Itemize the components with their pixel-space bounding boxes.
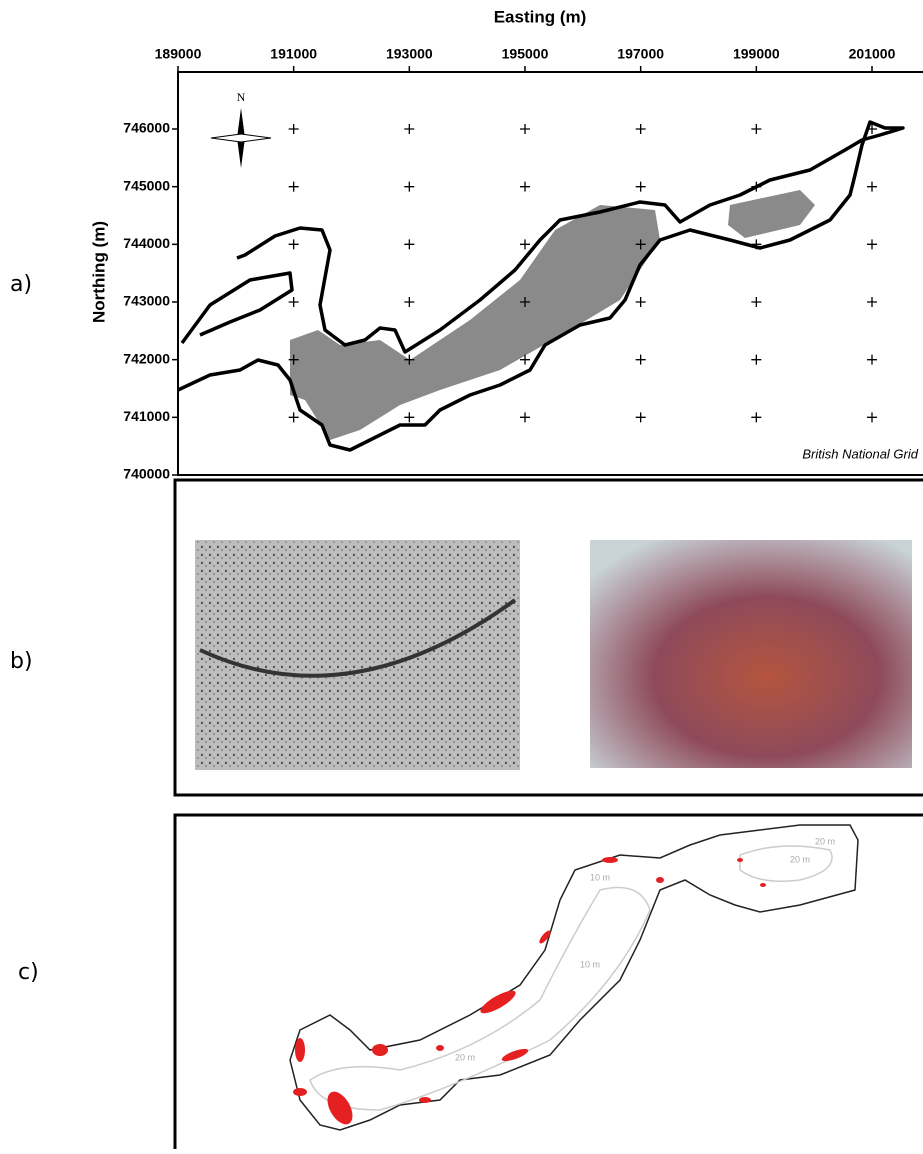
loch-outline: [290, 825, 858, 1130]
panel-label: a): [10, 272, 32, 297]
survey-area: [728, 190, 815, 238]
grid-cross: [636, 412, 646, 422]
grid-cross: [404, 412, 414, 422]
contour: [310, 888, 650, 1111]
x-tick-label: 201000: [849, 46, 896, 62]
y-tick-label: 745000: [123, 177, 170, 193]
contour-label: 20 m: [455, 1052, 475, 1062]
contour-label: 10 m: [580, 959, 600, 969]
grid-cross: [636, 355, 646, 365]
y-tick-label: 743000: [123, 293, 170, 309]
panel-label: c): [18, 960, 39, 985]
grid-cross: [404, 239, 414, 249]
grid-cross: [751, 355, 761, 365]
grid-cross: [289, 297, 299, 307]
grid-cross: [751, 124, 761, 134]
grid-cross: [520, 182, 530, 192]
grid-cross: [404, 182, 414, 192]
contour-label: 20 m: [815, 836, 835, 846]
contour-label: 20 m: [790, 854, 810, 864]
grid-cross: [520, 239, 530, 249]
survey-area: [290, 205, 660, 440]
y-tick-label: 742000: [123, 350, 170, 366]
grid-cross: [751, 297, 761, 307]
grid-cross: [636, 297, 646, 307]
seabed-photo: [590, 540, 912, 768]
grid-cross: [751, 412, 761, 422]
x-tick-label: 195000: [502, 46, 549, 62]
x-tick-label: 199000: [733, 46, 780, 62]
x-tick-label: 193000: [386, 46, 433, 62]
grid-cross: [289, 239, 299, 249]
grid-cross: [289, 412, 299, 422]
x-tick-label: 191000: [270, 46, 317, 62]
grid-cross: [636, 182, 646, 192]
grid-cross: [867, 355, 877, 365]
x-tick-label: 189000: [155, 46, 202, 62]
grid-cross: [520, 124, 530, 134]
shoreline: [182, 273, 292, 343]
x-axis-title: Easting (m): [494, 7, 587, 26]
grid-cross: [867, 182, 877, 192]
y-tick-label: 744000: [123, 235, 170, 251]
north-label: N: [237, 90, 246, 104]
panel-label: b): [10, 649, 33, 674]
y-tick-label: 741000: [123, 408, 170, 424]
map-panel: 10 m 20 m 10 m 20 m 20 m: [175, 815, 923, 1149]
contour: [740, 846, 832, 881]
north-arrow: N: [211, 90, 271, 168]
grid-cross: [867, 297, 877, 307]
grid-cross: [289, 124, 299, 134]
grid-cross: [520, 412, 530, 422]
grid-cross: [636, 124, 646, 134]
y-tick-label: 746000: [123, 120, 170, 136]
map-panel: Easting (m) Northing (m) N British Natio…: [89, 7, 923, 481]
grid-cross: [867, 412, 877, 422]
y-axis-title: Northing (m): [89, 221, 108, 323]
grid-cross: [404, 297, 414, 307]
figure: a) b) c) Easting (m) Northing (m) N Brit…: [0, 0, 923, 1149]
contour-label: 10 m: [590, 872, 610, 882]
maerl-patches: [293, 857, 766, 1129]
grid-cross: [289, 182, 299, 192]
grid-cross: [404, 124, 414, 134]
x-tick-label: 197000: [617, 46, 664, 62]
grid-cross: [867, 239, 877, 249]
sonar-image: [195, 540, 520, 770]
y-tick-label: 740000: [123, 466, 170, 482]
grid-note: British National Grid: [802, 446, 918, 461]
